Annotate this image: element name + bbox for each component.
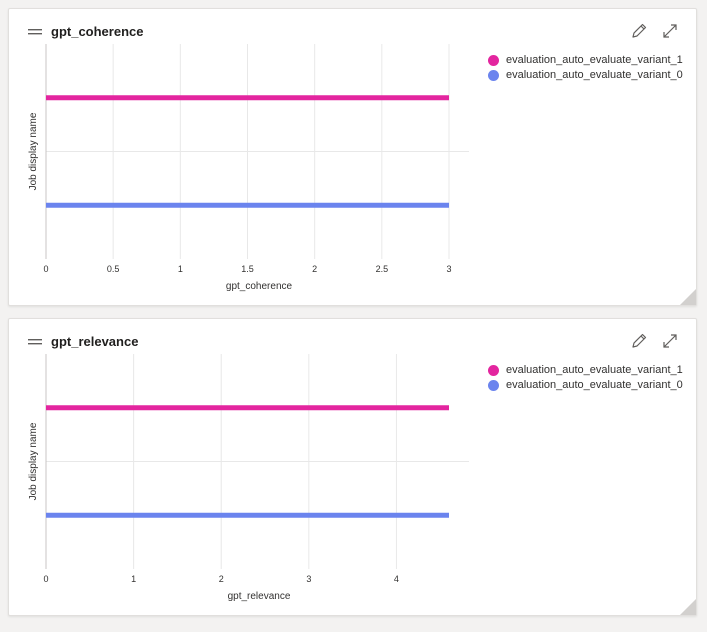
legend-item[interactable]: evaluation_auto_evaluate_variant_1	[488, 53, 683, 67]
legend-label: evaluation_auto_evaluate_variant_0	[506, 379, 683, 391]
resize-corner-icon[interactable]	[680, 289, 696, 305]
legend-swatch	[488, 379, 499, 391]
legend-item[interactable]: evaluation_auto_evaluate_variant_1	[488, 363, 683, 377]
bar-evaluation_auto_evaluate_variant_1	[46, 405, 449, 411]
x-tick-label: 4	[394, 574, 399, 584]
chart-plot: 0 1 2 3 4 gpt_relevance Job display name	[28, 354, 469, 602]
legend-swatch	[488, 54, 499, 66]
legend-item[interactable]: evaluation_auto_evaluate_variant_0	[488, 378, 683, 392]
chart-legend: evaluation_auto_evaluate_variant_1 evalu…	[488, 53, 683, 83]
expand-icon[interactable]	[661, 332, 679, 350]
card-title: gpt_coherence	[51, 24, 144, 39]
x-tick-label: 1.5	[241, 264, 254, 274]
legend-swatch	[488, 364, 499, 376]
chart-legend: evaluation_auto_evaluate_variant_1 evalu…	[488, 363, 683, 393]
y-axis-label: Job display name	[28, 422, 39, 500]
x-axis-label: gpt_coherence	[226, 281, 293, 292]
drag-handle-icon[interactable]	[28, 28, 42, 36]
legend-label: evaluation_auto_evaluate_variant_1	[506, 54, 683, 66]
x-tick-label: 0.5	[107, 264, 120, 274]
x-tick-label: 1	[131, 574, 136, 584]
legend-label: evaluation_auto_evaluate_variant_0	[506, 69, 683, 81]
expand-icon[interactable]	[661, 22, 679, 40]
x-tick-label: 0	[43, 574, 48, 584]
chart-card-relevance: gpt_relevance 0 1 2 3 4 gpt_relevance Job disp…	[8, 318, 697, 616]
x-tick-label: 2.5	[376, 264, 389, 274]
x-tick-label: 0	[43, 264, 48, 274]
resize-corner-icon[interactable]	[680, 599, 696, 615]
y-axis-label: Job display name	[28, 112, 39, 190]
bar-evaluation_auto_evaluate_variant_1	[46, 95, 449, 101]
drag-handle-icon[interactable]	[28, 338, 42, 346]
bar-evaluation_auto_evaluate_variant_0	[46, 202, 449, 208]
x-tick-label: 3	[306, 574, 311, 584]
bar-evaluation_auto_evaluate_variant_0	[46, 512, 449, 518]
legend-swatch	[488, 69, 499, 81]
legend-item[interactable]: evaluation_auto_evaluate_variant_0	[488, 68, 683, 82]
pencil-icon[interactable]	[630, 332, 648, 350]
x-tick-label: 1	[178, 264, 183, 274]
pencil-icon[interactable]	[630, 22, 648, 40]
chart-card-coherence: gpt_coherence 0 0.5 1 1.5 2 2.5 3 gpt_coherence…	[8, 8, 697, 306]
x-tick-label: 3	[446, 264, 451, 274]
chart-plot: 0 0.5 1 1.5 2 2.5 3 gpt_coherence Job display na…	[28, 44, 469, 292]
card-title: gpt_relevance	[51, 334, 139, 349]
x-axis-label: gpt_relevance	[228, 591, 291, 602]
x-tick-label: 2	[312, 264, 317, 274]
x-tick-label: 2	[219, 574, 224, 584]
legend-label: evaluation_auto_evaluate_variant_1	[506, 364, 683, 376]
